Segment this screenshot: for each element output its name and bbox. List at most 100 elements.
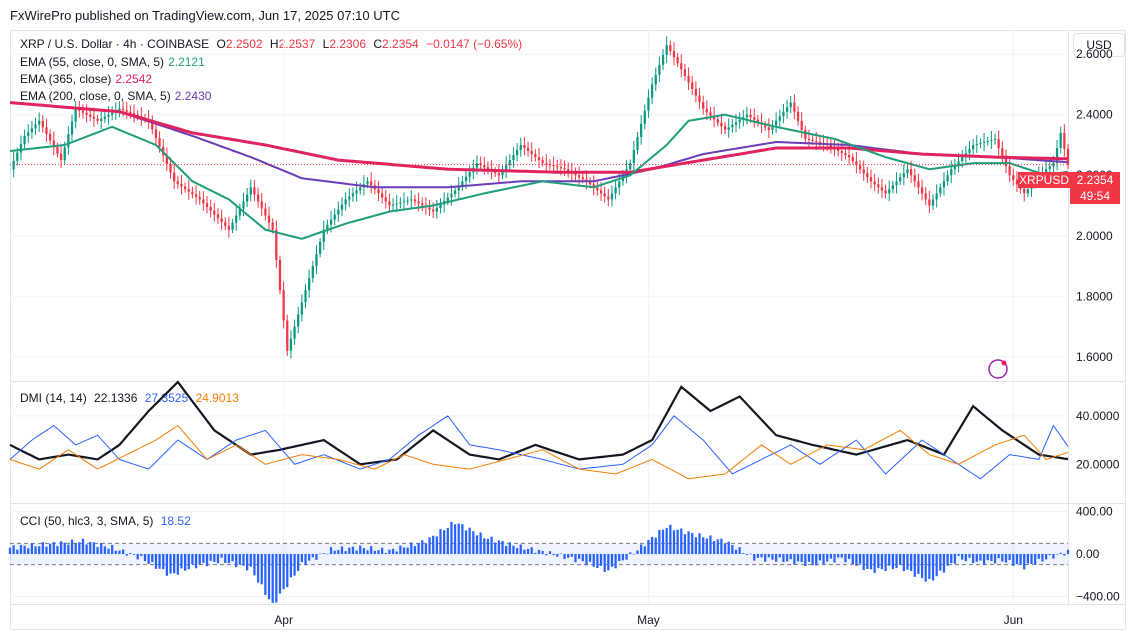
- cci-bar: [348, 547, 351, 554]
- y-tick-label: 1.8000: [1076, 289, 1113, 303]
- candle-body: [508, 160, 511, 166]
- candle-body: [461, 181, 464, 186]
- candle-body: [205, 203, 209, 208]
- candle-body: [355, 190, 358, 194]
- cci-bar: [220, 554, 223, 558]
- cci-bar: [238, 554, 241, 565]
- candle-body: [209, 207, 212, 211]
- dmi-minus-value: 24.9013: [195, 391, 239, 405]
- candle-body: [764, 124, 767, 128]
- currency-button[interactable]: USD: [1073, 33, 1125, 57]
- candle-body: [256, 194, 260, 202]
- cci-bar: [202, 554, 205, 563]
- candle-body: [370, 181, 373, 186]
- cci-bar: [41, 542, 44, 554]
- cci-bar: [355, 550, 358, 554]
- candle-body: [935, 193, 938, 200]
- cci-bar: [972, 554, 975, 564]
- cci-bar: [143, 554, 147, 562]
- cci-bar: [165, 554, 169, 576]
- candle-body: [800, 120, 803, 130]
- candle-body: [154, 129, 158, 139]
- cci-bar: [253, 554, 256, 576]
- cci-bar: [632, 553, 635, 555]
- cci-bar: [526, 549, 530, 554]
- cci-bar: [300, 554, 303, 563]
- candle-body: [446, 197, 449, 201]
- candle-body: [939, 187, 942, 194]
- candle-body: [497, 173, 500, 176]
- brand-logo-dot-icon: [1001, 360, 1007, 366]
- cci-bar: [599, 554, 603, 566]
- candle-body: [691, 82, 694, 90]
- cci-bar: [643, 546, 646, 554]
- chart-frame: [10, 30, 1126, 630]
- cci-bar: [855, 554, 858, 566]
- candle-body: [899, 177, 902, 182]
- cci-bar: [333, 550, 336, 554]
- candle-body: [687, 75, 690, 83]
- cci-bar: [231, 554, 234, 562]
- candle-body: [756, 119, 760, 123]
- cci-bar: [636, 550, 639, 554]
- brand-logo-icon: [988, 359, 1008, 379]
- cci-bar: [640, 544, 643, 554]
- candle-body: [450, 193, 453, 198]
- candle-body: [924, 193, 927, 200]
- cci-bar: [534, 552, 537, 554]
- candle-body: [888, 189, 891, 194]
- cci-bar: [592, 554, 595, 567]
- candle-body: [501, 170, 504, 176]
- high-label: H: [269, 37, 279, 51]
- cci-bar: [497, 540, 500, 554]
- candle-body: [578, 175, 581, 178]
- cci-bar: [658, 529, 661, 554]
- cci-bar: [1052, 554, 1055, 559]
- candle-body: [680, 63, 683, 70]
- candle-body: [709, 112, 712, 116]
- cci-bar: [432, 535, 435, 554]
- candle-body: [851, 157, 854, 162]
- candle-body: [1004, 157, 1008, 167]
- candle-body: [173, 172, 176, 182]
- candle-body: [771, 125, 774, 130]
- candle-body: [505, 165, 508, 171]
- cci-bar: [738, 547, 741, 554]
- y-tick-label: 20.0000: [1076, 457, 1120, 471]
- candle-body: [267, 215, 271, 223]
- candle-body: [27, 132, 30, 136]
- cci-bar: [81, 538, 85, 554]
- cci-bar: [961, 554, 964, 560]
- candle-body: [351, 193, 355, 197]
- cci-bar: [661, 529, 665, 554]
- candle-body: [891, 185, 895, 190]
- cci-bar: [775, 554, 778, 562]
- ema55-line: [9, 113, 1069, 240]
- candle-body: [731, 124, 734, 128]
- candle-body: [676, 57, 679, 64]
- candle-body: [49, 133, 52, 141]
- candle-body: [698, 95, 701, 103]
- candle-body: [344, 199, 347, 205]
- cci-bar: [428, 537, 431, 554]
- candle-body: [169, 164, 172, 173]
- candle-body: [654, 74, 657, 85]
- cci-bar: [45, 546, 48, 554]
- candle-body: [658, 64, 661, 75]
- y-tick-label: 400.00: [1076, 504, 1113, 518]
- candle-body: [545, 163, 548, 165]
- cci-bar: [12, 545, 15, 554]
- cci-bar: [388, 549, 391, 554]
- candle-body: [1001, 148, 1004, 158]
- candle-body: [34, 124, 37, 129]
- cci-bar: [63, 542, 66, 554]
- open-value: 2.2502: [225, 37, 263, 51]
- candle-body: [1015, 179, 1019, 185]
- candle-body: [909, 169, 913, 176]
- cci-bar: [8, 547, 12, 554]
- candle-body: [1059, 132, 1062, 149]
- candle-body: [902, 173, 905, 178]
- close-label: C: [373, 37, 383, 51]
- candle-body: [308, 278, 311, 291]
- cci-bar: [140, 554, 143, 556]
